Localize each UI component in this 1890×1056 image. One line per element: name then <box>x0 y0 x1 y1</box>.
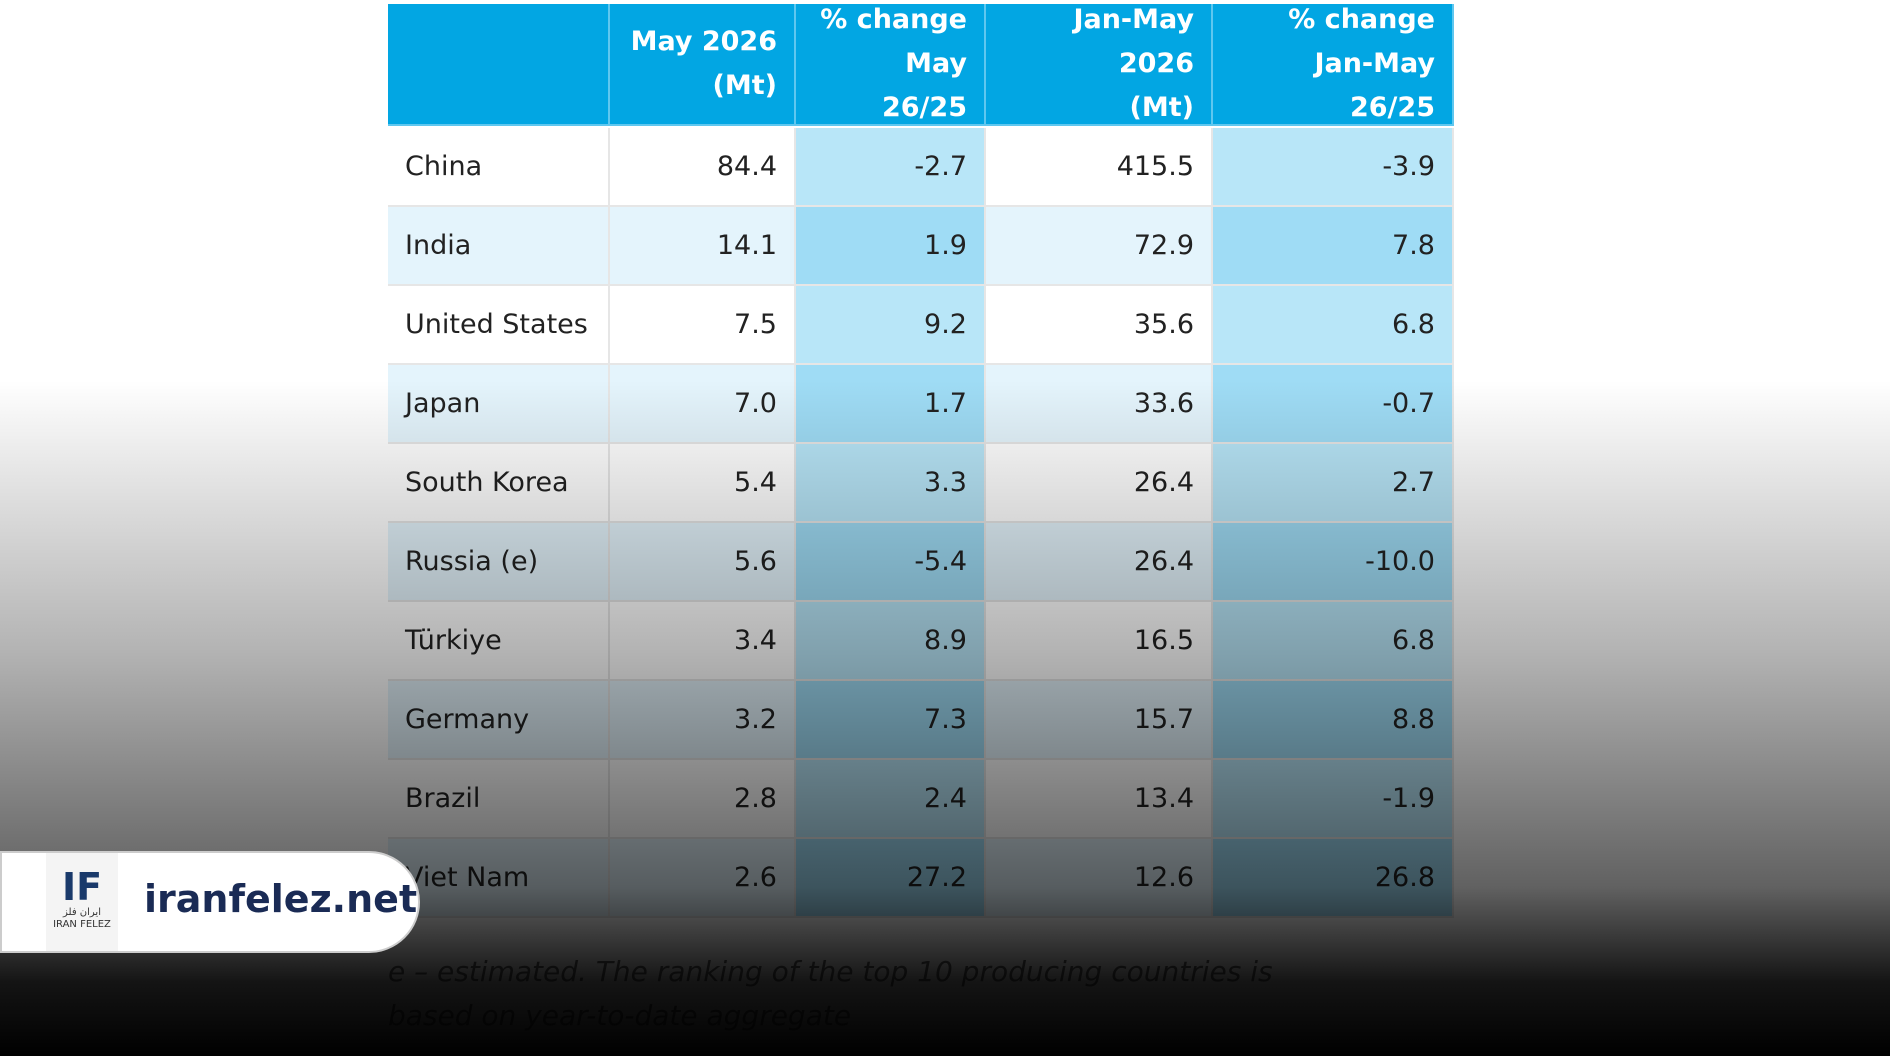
header-text: Jan-May 2026 (Mt) <box>1003 0 1194 130</box>
header-cell: % change Jan-May 26/25 <box>1213 4 1454 126</box>
value-cell: 26.8 <box>1213 839 1454 918</box>
country-cell: United States <box>388 286 610 365</box>
country-cell: China <box>388 128 610 207</box>
header-line: Jan-May 26/25 <box>1314 48 1435 123</box>
value-cell: 13.4 <box>986 760 1213 839</box>
value-cell: 7.5 <box>610 286 796 365</box>
value-cell: 6.8 <box>1213 286 1454 365</box>
header-cell: May 2026 (Mt) <box>610 4 796 126</box>
value-cell: 8.8 <box>1213 681 1454 760</box>
value-cell: 84.4 <box>610 128 796 207</box>
value-cell: 2.4 <box>796 760 986 839</box>
value-cell: -0.7 <box>1213 365 1454 444</box>
logo-fa: ایران فلز <box>63 907 101 918</box>
value-cell: 72.9 <box>986 207 1213 286</box>
header-text: May 2026 (Mt) <box>631 20 777 108</box>
header-line: (Mt) <box>712 70 777 101</box>
country-cell: Türkiye <box>388 602 610 681</box>
value-cell: -2.7 <box>796 128 986 207</box>
value-cell: -1.9 <box>1213 760 1454 839</box>
value-cell: 5.4 <box>610 444 796 523</box>
header-text: % change Jan-May 26/25 <box>1230 0 1435 130</box>
value-cell: 14.1 <box>610 207 796 286</box>
country-cell: Russia (e) <box>388 523 610 602</box>
header-text: % change May 26/25 <box>813 0 967 130</box>
value-cell: 8.9 <box>796 602 986 681</box>
value-cell: 26.4 <box>986 523 1213 602</box>
value-cell: 12.6 <box>986 839 1213 918</box>
header-line: May 2026 <box>630 26 777 57</box>
header-line: % change <box>1288 4 1435 35</box>
value-cell: 2.8 <box>610 760 796 839</box>
value-cell: 15.7 <box>986 681 1213 760</box>
value-cell: -3.9 <box>1213 128 1454 207</box>
value-cell: -10.0 <box>1213 523 1454 602</box>
header-line: % change <box>820 4 967 35</box>
logo-mark: IF <box>61 865 103 909</box>
value-cell: 3.4 <box>610 602 796 681</box>
logo: IF ایران فلز IRAN FELEZ <box>46 853 118 951</box>
site-name: iranfelez.net <box>144 877 418 921</box>
footnote: e – estimated. The ranking of the top 10… <box>388 955 1273 1032</box>
header-line: (Mt) <box>1129 92 1194 123</box>
header-cell: Jan-May 2026 (Mt) <box>986 4 1213 126</box>
country-cell: Brazil <box>388 760 610 839</box>
header-cell <box>388 4 610 126</box>
country-cell: Japan <box>388 365 610 444</box>
value-cell: 16.5 <box>986 602 1213 681</box>
value-cell: 2.7 <box>1213 444 1454 523</box>
value-cell: 3.3 <box>796 444 986 523</box>
country-cell: India <box>388 207 610 286</box>
value-cell: 7.0 <box>610 365 796 444</box>
value-cell: 7.3 <box>796 681 986 760</box>
value-cell: 415.5 <box>986 128 1213 207</box>
country-cell: Germany <box>388 681 610 760</box>
value-cell: 27.2 <box>796 839 986 918</box>
value-cell: 6.8 <box>1213 602 1454 681</box>
value-cell: 2.6 <box>610 839 796 918</box>
value-cell: 5.6 <box>610 523 796 602</box>
value-cell: 33.6 <box>986 365 1213 444</box>
value-cell: 3.2 <box>610 681 796 760</box>
value-cell: 7.8 <box>1213 207 1454 286</box>
value-cell: 1.7 <box>796 365 986 444</box>
country-cell: South Korea <box>388 444 610 523</box>
site-badge[interactable]: IF ایران فلز IRAN FELEZ iranfelez.net <box>0 851 420 953</box>
header-line: Jan-May 2026 <box>1073 4 1194 79</box>
value-cell: 26.4 <box>986 444 1213 523</box>
value-cell: 1.9 <box>796 207 986 286</box>
value-cell: 35.6 <box>986 286 1213 365</box>
value-cell: 9.2 <box>796 286 986 365</box>
logo-en: IRAN FELEZ <box>53 919 111 930</box>
header-cell: % change May 26/25 <box>796 4 986 126</box>
value-cell: -5.4 <box>796 523 986 602</box>
country-cell: Viet Nam <box>388 839 610 918</box>
header-line: May 26/25 <box>881 48 967 123</box>
